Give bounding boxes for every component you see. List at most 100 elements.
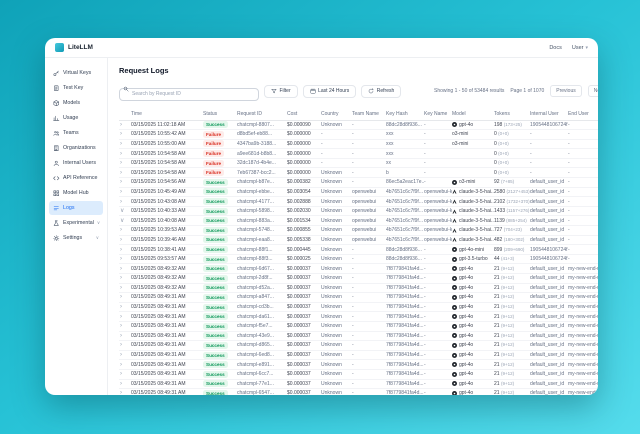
log-table-row[interactable]: › 03/15/2025 10:38:41 AM Success chatcmpl-8… <box>119 245 598 255</box>
expand-row-icon[interactable]: › <box>120 140 122 147</box>
log-table-row[interactable]: › 03/15/2025 08:49:31 AM Success chatcmpl-4… <box>119 332 598 342</box>
expand-row-icon[interactable]: › <box>120 332 122 339</box>
expand-row-icon[interactable]: ∨ <box>120 208 125 215</box>
filter-button[interactable]: Filter <box>264 84 298 98</box>
log-table-row[interactable]: › 03/15/2025 08:49:31 AM Success chatcmpl-a… <box>119 293 598 303</box>
expand-row-icon[interactable]: › <box>120 131 122 138</box>
cell-cost: $0.003054 <box>287 188 311 195</box>
cell-request-id: chatcmpl-a847... <box>237 294 274 301</box>
expand-row-icon[interactable]: › <box>120 284 122 291</box>
cell-cost: $0.000037 <box>287 390 311 395</box>
sidebar-item-virtual-keys[interactable]: Virtual Keys <box>49 66 103 80</box>
expand-row-icon[interactable]: › <box>120 304 122 311</box>
cell-key-hash: 86ec5a2eac17e... <box>386 179 424 186</box>
log-table-row[interactable]: › 03/15/2025 10:54:58 AM Failure 32dc187d-4… <box>119 159 598 169</box>
search-input[interactable] <box>119 87 259 101</box>
cell-time: 03/15/2025 10:45:49 AM <box>131 188 186 195</box>
sidebar-item-settings[interactable]: Settings ∨ <box>49 231 103 245</box>
model-name: claude-3-5-hai... <box>459 227 494 234</box>
log-table-row[interactable]: › 03/15/2025 10:54:58 AM Failure 7eb67387-b… <box>119 168 598 179</box>
user-menu[interactable]: User ▾ <box>572 45 588 51</box>
cell-cost: $0.000037 <box>287 342 311 349</box>
sidebar-item-test-key[interactable]: Test Key <box>49 81 103 95</box>
log-table-row[interactable]: › 03/15/2025 10:45:49 AM Success chatcmpl-e… <box>119 188 598 198</box>
refresh-button[interactable]: Refresh <box>361 84 402 98</box>
log-table-row[interactable]: › 03/15/2025 09:53:57 AM Success chatcmpl-8… <box>119 255 598 265</box>
log-table-row[interactable]: › 03/15/2025 10:39:53 AM Success chatcmpl-5… <box>119 226 598 236</box>
time-range-button[interactable]: Last 24 Hours <box>302 84 357 98</box>
docs-link[interactable]: Docs <box>549 44 562 51</box>
expand-row-icon[interactable]: › <box>120 236 122 243</box>
next-page-button[interactable]: Next <box>587 85 598 98</box>
chevron-down-icon: ▾ <box>585 44 588 51</box>
log-table-row[interactable]: ∨ 03/15/2025 10:40:33 AM Success chatcmpl-5… <box>119 207 598 217</box>
sidebar-item-api-reference[interactable]: API Reference <box>49 171 103 185</box>
expand-row-icon[interactable]: › <box>120 160 122 167</box>
expand-row-icon[interactable]: › <box>120 198 122 205</box>
expand-row-icon[interactable]: › <box>120 275 122 282</box>
cell-key-name: - <box>424 313 426 320</box>
organizations-icon <box>53 145 60 152</box>
cell-key-hash: 4b7651c6c7f9f... <box>386 208 423 215</box>
expand-row-icon[interactable]: › <box>120 323 122 330</box>
log-table-row[interactable]: › 03/15/2025 08:49:32 AM Success chatcmpl-2… <box>119 274 598 284</box>
sidebar-item-internal-users[interactable]: Internal Users <box>49 156 103 170</box>
expand-row-icon[interactable]: ∨ <box>120 217 125 224</box>
expand-row-icon[interactable]: › <box>120 150 122 157</box>
expand-row-icon[interactable]: › <box>120 390 122 395</box>
log-table-row[interactable]: › 03/15/2025 08:49:31 AM Success chatcmpl-e… <box>119 360 598 370</box>
previous-page-button[interactable]: Previous <box>550 85 582 98</box>
cell-tokens: 1433 (1157+276) <box>494 208 530 214</box>
expand-row-icon[interactable]: › <box>120 313 122 320</box>
expand-row-icon[interactable]: › <box>120 342 122 349</box>
expand-row-icon[interactable]: › <box>120 179 122 186</box>
expand-row-icon[interactable]: › <box>120 188 122 195</box>
sidebar-item-models[interactable]: Models <box>49 96 103 110</box>
log-table-row[interactable]: › 03/15/2025 08:49:31 AM Success chatcmpl-6… <box>119 351 598 361</box>
expand-row-icon[interactable]: › <box>120 169 122 176</box>
expand-row-icon[interactable]: › <box>120 380 122 387</box>
sidebar-item-label: Virtual Keys <box>63 70 92 76</box>
log-table-row[interactable]: › 03/15/2025 08:49:31 AM Success chatcmpl-c… <box>119 303 598 313</box>
cell-tokens: 1139 (885+254) <box>494 218 530 224</box>
sidebar-item-teams[interactable]: Teams <box>49 126 103 140</box>
cell-model: gpt-4o <box>452 294 494 300</box>
log-table-row[interactable]: › 03/15/2025 08:49:31 AM Success chatcmpl-d… <box>119 341 598 351</box>
log-table-row[interactable]: › 03/15/2025 10:39:46 AM Success chatcmpl-e… <box>119 236 598 246</box>
expand-row-icon[interactable]: › <box>120 361 122 368</box>
log-table-row[interactable]: › 03/15/2025 10:43:08 AM Success chatcmpl-4… <box>119 197 598 207</box>
cell-tokens: 0 (0+0) <box>494 160 530 166</box>
log-table-row[interactable]: › 03/15/2025 08:49:31 AM Success chatcmpl-f… <box>119 322 598 332</box>
sidebar-item-organizations[interactable]: Organizations <box>49 141 103 155</box>
log-table-row[interactable]: › 03/15/2025 08:49:31 AM Success chatcmpl-6… <box>119 389 598 395</box>
log-table-row[interactable]: › 03/15/2025 08:49:31 AM Success chatcmpl-d… <box>119 312 598 322</box>
column-header-cost: Cost <box>287 110 298 117</box>
log-table-row[interactable]: › 03/15/2025 08:49:32 AM Success chatcmpl-6… <box>119 264 598 274</box>
sidebar-item-usage[interactable]: Usage <box>49 111 103 125</box>
log-table-row[interactable]: › 03/15/2025 10:55:00 AM Failure 4347ba9b-3… <box>119 140 598 150</box>
tokens-breakdown: (0+0) <box>498 150 509 156</box>
expand-row-icon[interactable]: › <box>120 227 122 234</box>
sidebar-item-experimental[interactable]: Experimental ∨ <box>49 216 103 230</box>
log-table-row[interactable]: › 03/15/2025 08:49:32 AM Success chatcmpl-d… <box>119 284 598 294</box>
model-name: claude-3-5-hai... <box>459 208 494 215</box>
sidebar-item-model-hub[interactable]: Model Hub <box>49 186 103 200</box>
expand-row-icon[interactable]: › <box>120 256 122 263</box>
expand-row-icon[interactable]: › <box>120 121 122 128</box>
log-table-row[interactable]: › 03/15/2025 10:54:56 AM Success chatcmpl-b… <box>119 178 598 188</box>
cell-team-name: - <box>352 150 354 157</box>
sidebar-item-logs[interactable]: Logs <box>49 201 103 215</box>
log-table-row[interactable]: › 03/15/2025 10:55:42 AM Failure d8bd5ef-eb… <box>119 130 598 140</box>
log-table-row[interactable]: ∨ 03/15/2025 10:40:08 AM Success chatcmpl-8… <box>119 216 598 227</box>
expand-row-icon[interactable]: › <box>120 352 122 359</box>
tokens-breakdown: (7+85) <box>500 179 515 185</box>
cell-model: claude-3-5-hai... <box>452 227 494 233</box>
log-table-row[interactable]: › 03/15/2025 08:49:31 AM Success chatcmpl-6… <box>119 370 598 380</box>
log-table-row[interactable]: › 03/15/2025 11:02:18 AM Success chatcmpl-8… <box>119 121 598 131</box>
log-table-row[interactable]: › 03/15/2025 08:49:31 AM Success chatcmpl-7… <box>119 380 598 390</box>
expand-row-icon[interactable]: › <box>120 265 122 272</box>
expand-row-icon[interactable]: › <box>120 294 122 301</box>
expand-row-icon[interactable]: › <box>120 371 122 378</box>
expand-row-icon[interactable]: › <box>120 246 122 253</box>
log-table-row[interactable]: › 03/15/2025 10:54:58 AM Failure a9ee681d-b… <box>119 149 598 159</box>
